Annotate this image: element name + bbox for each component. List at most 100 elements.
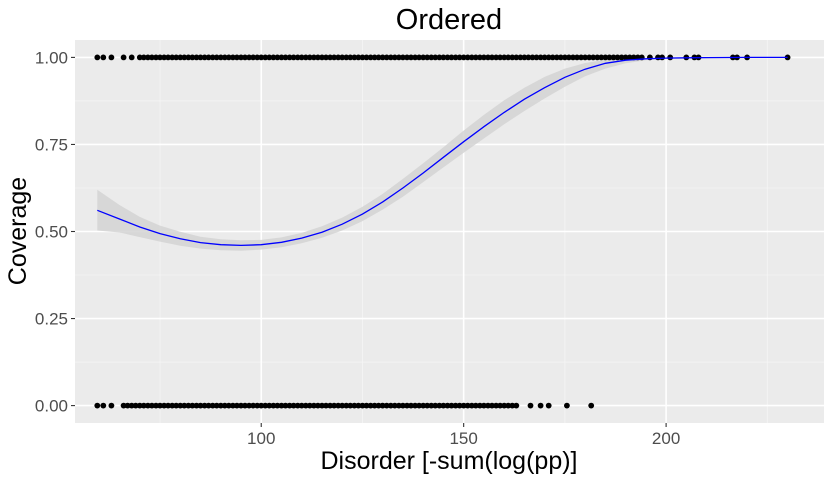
data-point [177, 402, 184, 409]
data-point [153, 54, 159, 61]
data-point [185, 402, 192, 409]
data-point [626, 54, 633, 61]
data-point [588, 402, 595, 409]
data-point [120, 402, 127, 409]
data-point [136, 402, 143, 409]
data-point [246, 402, 253, 409]
data-point [432, 54, 439, 61]
data-point [100, 54, 107, 61]
data-point [383, 402, 390, 409]
chart-title: Ordered [396, 4, 502, 36]
data-point [173, 402, 180, 409]
data-point [570, 54, 576, 61]
data-point [521, 54, 528, 61]
data-point [294, 402, 301, 409]
y-tick-label: 0.00 [35, 397, 68, 416]
data-point [189, 402, 196, 409]
data-point [242, 54, 248, 61]
data-point [250, 54, 256, 61]
data-point [323, 54, 329, 61]
data-point [335, 402, 342, 409]
data-point [339, 402, 346, 409]
fit-line [97, 56, 788, 247]
x-axis-title: Disorder [-sum(log(pp)] [320, 447, 577, 475]
data-point [205, 54, 212, 61]
data-point [234, 54, 240, 61]
data-point [432, 402, 439, 409]
data-point [282, 402, 289, 409]
data-point [529, 54, 536, 61]
data-point [436, 402, 443, 409]
data-point [517, 54, 524, 61]
x-tick-label: 100 [247, 429, 275, 448]
data-point [456, 54, 463, 61]
data-point [262, 54, 269, 61]
data-point [339, 54, 346, 61]
points-layer [94, 54, 791, 409]
data-point [408, 402, 414, 409]
data-point [351, 402, 358, 409]
data-point [335, 54, 342, 61]
data-point [225, 54, 232, 61]
x-tick-label: 200 [652, 429, 680, 448]
data-point [197, 54, 204, 61]
data-point [311, 54, 317, 61]
data-point [254, 402, 261, 409]
data-point [420, 54, 427, 61]
data-point [428, 54, 435, 61]
data-point [448, 402, 455, 409]
data-point [270, 402, 277, 409]
data-point [562, 54, 568, 61]
data-point [527, 402, 534, 409]
data-point [537, 54, 544, 61]
data-point [564, 402, 570, 409]
data-point [533, 54, 540, 61]
data-point [108, 54, 115, 61]
fit-line-layer [97, 56, 788, 247]
data-point [181, 402, 188, 409]
data-point [375, 402, 382, 409]
data-point [647, 54, 653, 61]
data-point [379, 54, 386, 61]
data-point [306, 54, 313, 61]
data-point [363, 402, 370, 409]
data-point [278, 402, 285, 409]
data-point [94, 54, 101, 61]
data-point [379, 402, 386, 409]
data-point [509, 402, 516, 409]
data-point [545, 402, 552, 409]
data-point [327, 402, 333, 409]
data-point [355, 54, 362, 61]
data-point [145, 54, 151, 61]
data-point [375, 54, 382, 61]
data-point [371, 54, 378, 61]
data-point [343, 402, 350, 409]
data-point [404, 54, 410, 61]
data-point [460, 54, 467, 61]
x-axis: 100 150 200 [247, 423, 680, 448]
data-point [501, 54, 508, 61]
data-point [383, 54, 390, 61]
data-point [448, 54, 455, 61]
data-point [128, 54, 135, 61]
data-point [485, 402, 491, 409]
data-point [557, 54, 564, 61]
data-point [582, 54, 588, 61]
data-point [424, 54, 431, 61]
confidence-ribbon [97, 57, 788, 251]
data-point [501, 402, 508, 409]
data-point [274, 54, 281, 61]
data-point [290, 54, 297, 61]
data-point [225, 402, 232, 409]
data-point [371, 402, 378, 409]
data-point [497, 54, 503, 61]
data-point [100, 402, 107, 409]
data-point [400, 402, 406, 409]
data-point [266, 54, 273, 61]
data-point [181, 54, 188, 61]
data-point [327, 54, 333, 61]
data-point [359, 402, 366, 409]
data-point [230, 54, 236, 61]
data-point [230, 402, 236, 409]
data-point [610, 54, 617, 61]
